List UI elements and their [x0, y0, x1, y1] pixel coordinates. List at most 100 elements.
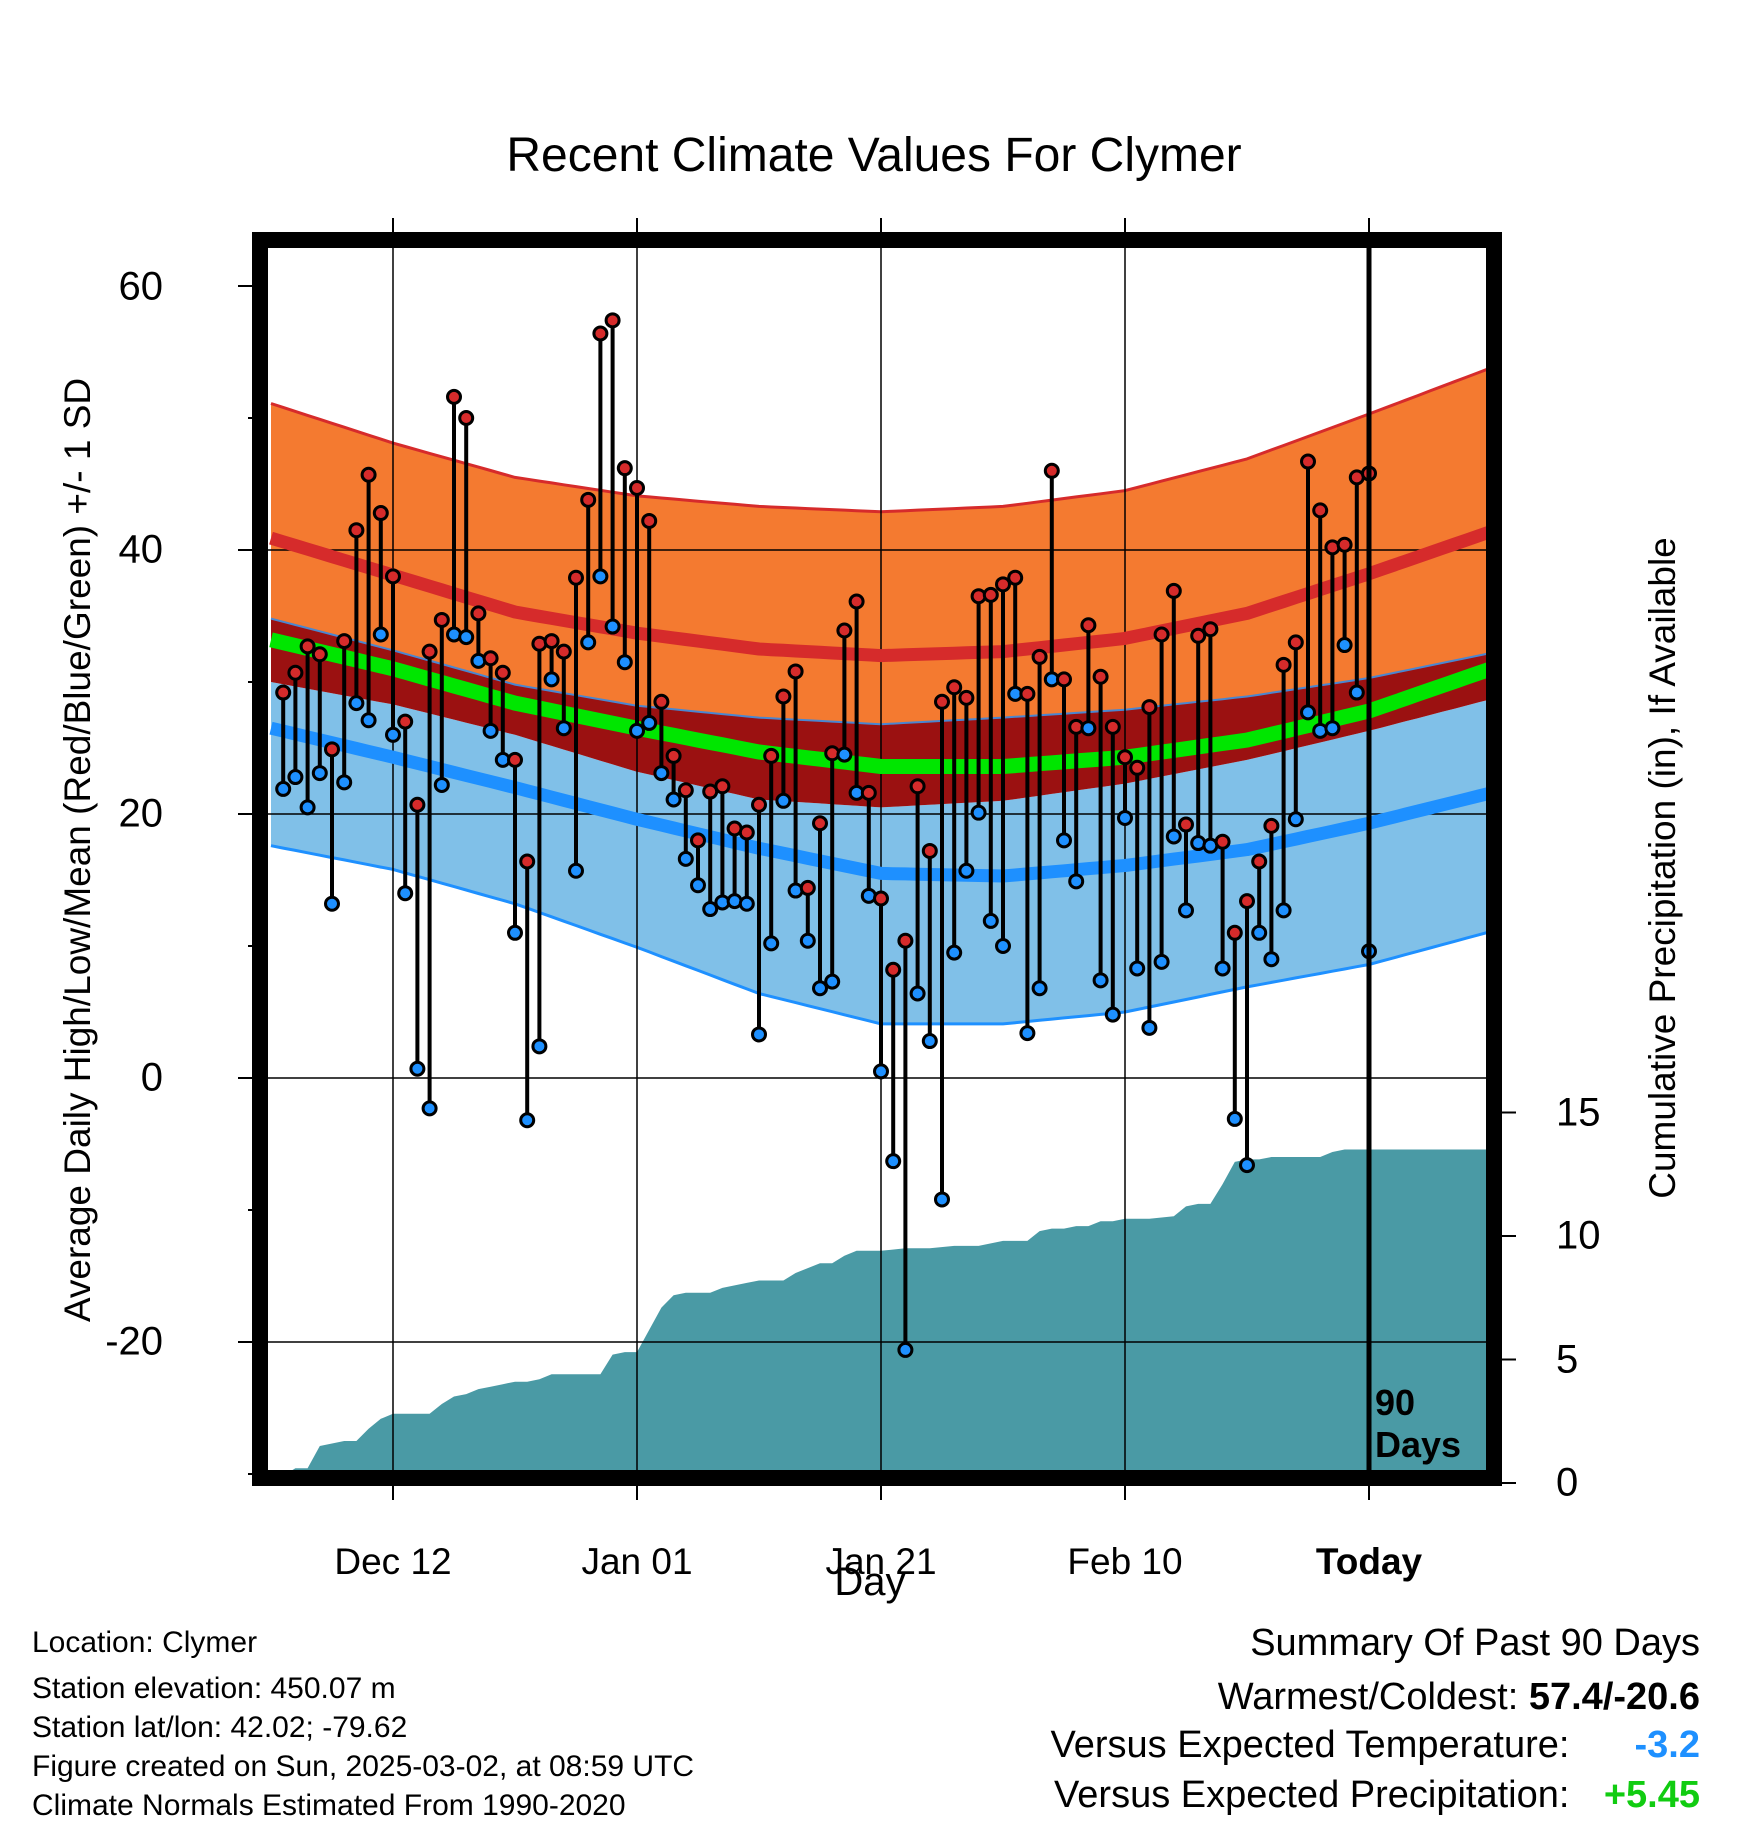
x-tick-label: Feb 10 [1067, 1541, 1183, 1582]
daily-high-point [897, 932, 914, 949]
daily-high-point [421, 643, 438, 660]
daily-low-point [287, 769, 304, 786]
daily-high-point [787, 663, 804, 680]
daily-high-point [641, 512, 658, 529]
daily-low-point [385, 726, 401, 743]
daily-high-point [409, 796, 426, 813]
daily-high-point [482, 650, 499, 667]
daily-low-point [690, 877, 706, 894]
daily-high-point [982, 586, 999, 603]
daily-high-point [1214, 833, 1231, 850]
mean-band [271, 618, 1491, 808]
daily-low-point [336, 774, 353, 791]
daily-high-point [1263, 817, 1280, 834]
x-axis-label: Day [834, 1560, 906, 1604]
today-marker-label-line1: 90 [1375, 1382, 1416, 1423]
daily-low-point [897, 1341, 914, 1358]
summary-warm-cold-value: 57.4/-20.6 [1528, 1676, 1700, 1718]
daily-high-point [1141, 699, 1158, 716]
daily-high-point [921, 842, 938, 859]
daily-high-point [1056, 671, 1072, 688]
daily-high-point [397, 713, 414, 730]
daily-low-point [1348, 684, 1365, 701]
plot-frame [252, 232, 1502, 1486]
info-normals-note: Climate Normals Estimated From 1990-2020 [32, 1789, 626, 1822]
mean-normal-line [269, 632, 1494, 774]
daily-low-point [1153, 953, 1170, 970]
summary-precip: Versus Expected Precipitation: +5.45 [1054, 1774, 1700, 1817]
daily-low-point [433, 776, 450, 793]
daily-low-point [812, 980, 828, 997]
y-axis-label: Average Daily High/Low/Mean (Red/Blue/Gr… [57, 377, 98, 1323]
daily-stems [281, 320, 1371, 1350]
daily-low-point [1324, 720, 1341, 737]
daily-high-point [1300, 453, 1316, 470]
daily-high-point [885, 961, 902, 978]
daily-high-point [1165, 582, 1182, 599]
daily-low-point [592, 568, 609, 585]
daily-low-point [348, 695, 365, 712]
daily-high-point [360, 466, 377, 483]
daily-low-point [763, 935, 780, 952]
daily-low-point [1092, 972, 1109, 989]
daily-high-point [494, 664, 511, 681]
daily-high-point [1190, 627, 1207, 644]
daily-low-point [275, 780, 292, 797]
daily-low-point [421, 1100, 438, 1117]
daily-high-point [580, 491, 597, 508]
daily-low-point [531, 1038, 548, 1055]
daily-low-point [1031, 980, 1048, 997]
daily-high-point [836, 622, 853, 639]
daily-high-point [1080, 617, 1097, 634]
daily-high-point [507, 751, 523, 768]
daily-low-point [507, 924, 523, 941]
daily-low-point [885, 1153, 902, 1170]
daily-low-point [1019, 1025, 1036, 1042]
daily-high-point [1104, 718, 1121, 735]
daily-high-point [1287, 634, 1304, 651]
daily-high-point [958, 689, 975, 706]
daily-high-point [1007, 569, 1024, 586]
y-tick-label: 60 [118, 264, 164, 309]
daily-low-point [995, 938, 1011, 954]
daily-high-point [909, 778, 926, 795]
daily-high-point [629, 479, 645, 496]
summary-temp: Versus Expected Temperature: -3.2 [1051, 1724, 1700, 1767]
daily-low-point [641, 714, 658, 731]
daily-low-point [458, 629, 475, 646]
daily-high-point [677, 782, 694, 799]
daily-low-point [1068, 873, 1085, 890]
daily-low-point [934, 1191, 950, 1208]
daily-low-point [616, 654, 633, 671]
x-tick-label: Jan 21 [825, 1541, 937, 1582]
daily-low-point [629, 722, 645, 739]
daily-low-point [311, 765, 328, 782]
daily-high-point [1336, 536, 1353, 553]
daily-low-point [836, 746, 853, 763]
info-elevation: Station elevation: 450.07 m [32, 1672, 396, 1705]
daily-high-point [348, 522, 365, 539]
daily-low-point [1214, 960, 1231, 977]
daily-high-point [775, 688, 792, 705]
x-tick-label-today: Today [1315, 1541, 1423, 1582]
today-marker-label-line2: Days [1375, 1424, 1462, 1465]
daily-low-point [1178, 902, 1194, 919]
daily-high-point [470, 605, 487, 622]
daily-low-point [482, 722, 499, 739]
daily-low-point [909, 985, 926, 1002]
daily-high-point [763, 747, 780, 764]
daily-low-point [360, 712, 377, 729]
daily-high-point [324, 741, 340, 758]
y2-tick-label: 0 [1556, 1460, 1579, 1505]
daily-low-point [1287, 811, 1304, 828]
daily-low-point [775, 792, 792, 809]
x-tick-label: Dec 12 [334, 1541, 452, 1582]
daily-high-point [1202, 621, 1219, 638]
daily-high-point [1117, 749, 1133, 766]
daily-high-point [995, 576, 1011, 593]
daily-high-point [1312, 502, 1329, 519]
daily-high-point [665, 747, 682, 764]
chart-title: Recent Climate Values For Clymer [506, 129, 1242, 182]
daily-high-point [592, 325, 609, 342]
